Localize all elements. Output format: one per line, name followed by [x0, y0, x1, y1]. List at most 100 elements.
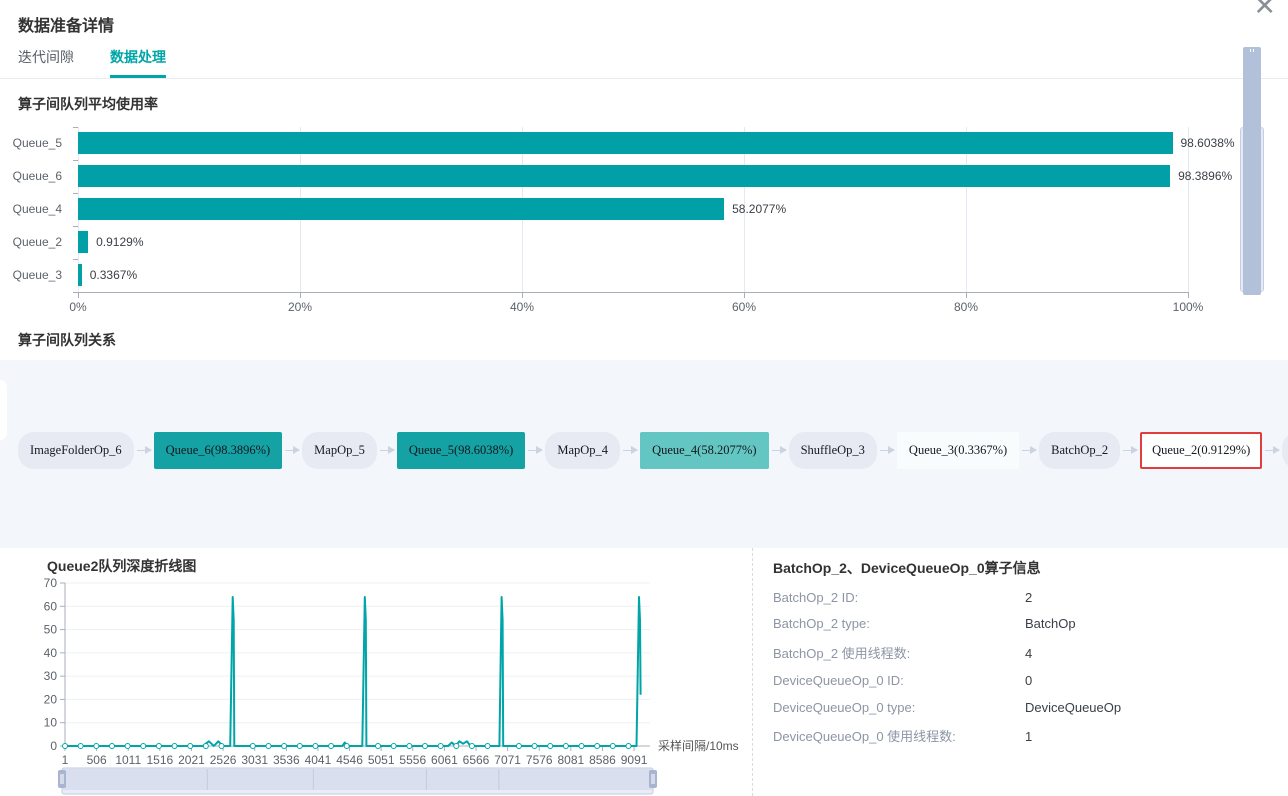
- data-point-marker: [438, 744, 443, 749]
- x-tick-label: 40%: [510, 300, 534, 314]
- op-info-value: 1: [1025, 729, 1032, 744]
- x-tick-label: 0%: [69, 300, 86, 314]
- x-tick-label: 1516: [146, 753, 173, 767]
- category-label: Queue_5: [0, 127, 70, 160]
- data-point-marker: [250, 744, 255, 749]
- data-point-marker: [548, 744, 553, 749]
- x-tick-label: 1: [62, 753, 69, 767]
- x-tick-label: 4041: [305, 753, 332, 767]
- usage-bar[interactable]: [78, 198, 724, 220]
- depth-line-series: [65, 597, 641, 746]
- graph-node-queue_4[interactable]: Queue_4(58.2077%): [640, 432, 769, 469]
- data-point-marker: [344, 744, 349, 749]
- data-point-marker: [579, 744, 584, 749]
- y-tick-label: 40: [44, 646, 58, 660]
- x-tick-label: 6566: [463, 753, 490, 767]
- bottom-section: Queue2队列深度折线图 01020304050607015061011151…: [0, 548, 1288, 796]
- x-tick-label: 20%: [288, 300, 312, 314]
- usage-bar[interactable]: [78, 165, 1170, 187]
- usage-bar[interactable]: [78, 264, 82, 286]
- y-tick-label: 60: [44, 599, 58, 613]
- data-point-marker: [407, 744, 412, 749]
- usage-bar[interactable]: [78, 132, 1173, 154]
- graph-node-mapop_4[interactable]: MapOp_4: [545, 432, 620, 469]
- data-point-marker: [313, 744, 318, 749]
- line-chart-datazoom-slider[interactable]: [58, 768, 657, 794]
- graph-node-queue_3[interactable]: Queue_3(0.3367%): [897, 432, 1019, 469]
- datazoom-handle-left: [58, 770, 66, 788]
- bar-value-label: 98.3896%: [1178, 160, 1232, 193]
- bar-row: Queue_598.6038%: [0, 127, 1288, 160]
- queue-usage-bar-chart: 0%20%40%60%80%100%Queue_598.6038%Queue_6…: [0, 119, 1288, 315]
- category-label: Queue_3: [0, 259, 70, 292]
- data-point-marker: [188, 744, 193, 749]
- graph-node-mapop_5[interactable]: MapOp_5: [302, 432, 377, 469]
- op-info-value: 0: [1025, 673, 1032, 688]
- x-tick-label: 3031: [241, 753, 268, 767]
- graph-node-devicequeueop_0[interactable]: DeviceQueueOp_0: [1282, 432, 1288, 469]
- edge-arrow: [137, 450, 151, 452]
- op-info-label: BatchOp_2 使用线程数:: [773, 643, 1025, 662]
- graph-node-queue_2[interactable]: Queue_2(0.9129%): [1140, 432, 1262, 469]
- graph-node-shuffleop_3[interactable]: ShuffleOp_3: [789, 432, 877, 469]
- edge-arrow: [772, 450, 786, 452]
- category-label: Queue_6: [0, 160, 70, 193]
- operator-graph-panel: ImageFolderOp_6 Queue_6(98.3896%) MapOp_5 Q…: [0, 360, 1288, 548]
- op-info-row: DeviceQueueOp_0 ID:0: [773, 673, 1288, 688]
- y-tick-label: 20: [44, 692, 58, 706]
- tab-data-processing[interactable]: 数据处理: [110, 47, 166, 78]
- data-point-marker: [422, 744, 427, 749]
- dialog-header: 数据准备详情: [0, 0, 1288, 36]
- x-tick-label: 8586: [589, 753, 616, 767]
- graph-node-queue_6[interactable]: Queue_6(98.3896%): [154, 432, 283, 469]
- graph-legend-handle[interactable]: [0, 380, 7, 440]
- op-info-row: BatchOp_2 ID:2: [773, 590, 1288, 605]
- data-point-marker: [203, 744, 208, 749]
- bar-row: Queue_6 98.3896%: [0, 160, 1288, 193]
- x-tick-label: 5051: [368, 753, 395, 767]
- edge-arrow: [285, 450, 299, 452]
- data-point-marker: [172, 744, 177, 749]
- x-tick-label: 6061: [431, 753, 458, 767]
- data-point-marker: [469, 744, 474, 749]
- op-info-row: BatchOp_2 type:BatchOp: [773, 616, 1288, 631]
- queue-relation-section-title: 算子间队列关系: [18, 330, 1270, 350]
- data-point-marker: [94, 744, 99, 749]
- data-point-marker: [329, 744, 334, 749]
- data-preparation-details-dialog: { "window": { "title": "数据准备详情", "close_…: [0, 0, 1288, 768]
- data-point-marker: [626, 744, 631, 749]
- graph-node-imagefolderop_6[interactable]: ImageFolderOp_6: [18, 432, 134, 469]
- x-tick-mark: [78, 293, 79, 298]
- tab-iteration-gap[interactable]: 迭代间隙: [18, 47, 74, 78]
- data-point-marker: [125, 744, 130, 749]
- usage-bar[interactable]: [78, 231, 88, 253]
- queue-usage-section-title: 算子间队列平均使用率: [18, 94, 1270, 114]
- queue-depth-line-chart: 0102030405060701506101115162021252630313…: [0, 578, 752, 796]
- graph-node-batchop_2[interactable]: BatchOp_2: [1039, 432, 1120, 469]
- data-point-marker: [282, 744, 287, 749]
- edge-arrow: [623, 450, 637, 452]
- data-point-marker: [156, 744, 161, 749]
- x-tick-label: 2021: [178, 753, 205, 767]
- x-tick-label: 80%: [954, 300, 978, 314]
- queue-depth-section: Queue2队列深度折线图 01020304050607015061011151…: [0, 548, 753, 796]
- data-point-marker: [297, 744, 302, 749]
- close-icon[interactable]: ✕: [1253, 0, 1276, 20]
- category-label: Queue_2: [0, 226, 70, 259]
- data-point-marker: [78, 744, 83, 749]
- x-tick-mark: [300, 293, 301, 298]
- data-point-marker: [454, 744, 459, 749]
- data-point-marker: [63, 744, 68, 749]
- op-info-value: 4: [1025, 646, 1032, 661]
- x-tick-label: 506: [87, 753, 107, 767]
- bar-value-label: 58.2077%: [732, 193, 786, 226]
- x-tick-label: 3536: [273, 753, 300, 767]
- data-point-marker: [109, 744, 114, 749]
- op-info-value: BatchOp: [1025, 616, 1076, 631]
- bar-row: Queue_30.3367%: [0, 259, 1288, 292]
- graph-node-queue_5[interactable]: Queue_5(98.6038%): [397, 432, 526, 469]
- line-chart-title: Queue2队列深度折线图: [47, 556, 752, 576]
- op-info-row: DeviceQueueOp_0 使用线程数:1: [773, 726, 1288, 745]
- data-point-marker: [376, 744, 381, 749]
- y-tick-label: 0: [50, 739, 57, 753]
